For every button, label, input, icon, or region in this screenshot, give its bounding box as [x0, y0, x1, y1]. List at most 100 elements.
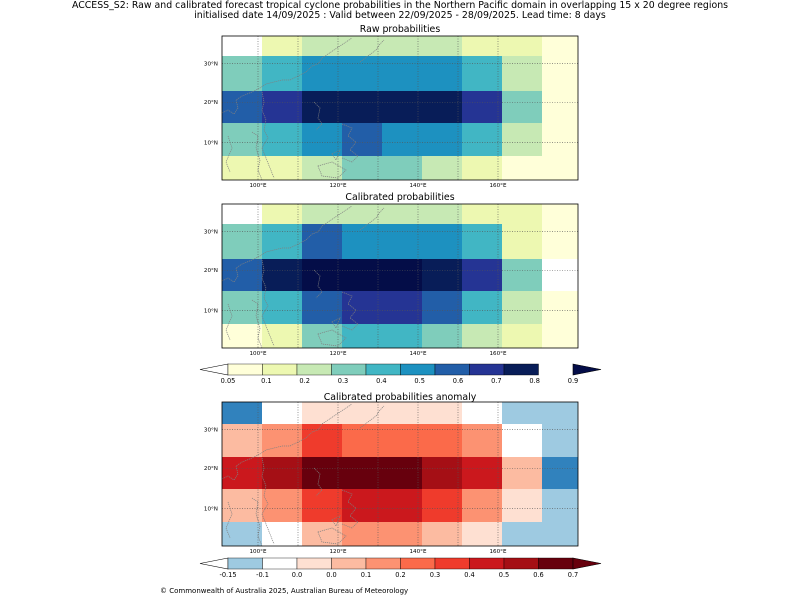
heat-cell: [502, 224, 542, 259]
heat-cell: [422, 259, 462, 291]
coastline: [221, 37, 385, 181]
heat-cell: [262, 204, 302, 224]
heat-cell: [382, 424, 422, 457]
coastline: [221, 205, 385, 349]
heat-cell: [382, 259, 422, 291]
heat-cell: [342, 324, 382, 348]
colorbar-prob-segment: [503, 363, 539, 376]
heat-cell: [382, 36, 422, 56]
heat-cell: [422, 402, 462, 424]
colorbar-anom-extend-high: [572, 557, 602, 570]
colorbar-prob-tick-label: 0.3: [338, 377, 349, 385]
heat-cell: [542, 457, 578, 489]
heat-cell: [342, 424, 382, 457]
heat-cell: [502, 402, 542, 424]
colorbar-prob-segment: [227, 363, 263, 376]
heat-cell: [462, 156, 502, 180]
heat-cell: [222, 156, 262, 180]
heat-cell: [542, 36, 578, 56]
colorbar-anom-segment: [296, 557, 332, 570]
coastline-segment: [331, 515, 341, 527]
heat-cell: [342, 123, 382, 156]
heat-cell: [342, 156, 382, 180]
heat-cell: [462, 56, 502, 91]
heat-cell: [342, 291, 382, 324]
heat-cell: [422, 489, 462, 522]
lon-tick-label: 120°E: [329, 351, 346, 357]
coastline-segment: [341, 291, 359, 331]
heat-cell: [382, 156, 422, 180]
lon-tick-label: 120°E: [329, 549, 346, 555]
heat-cell: [262, 424, 302, 457]
heat-cell: [342, 402, 382, 424]
heat-cell: [222, 424, 262, 457]
heat-cell: [302, 224, 342, 259]
heat-cell: [422, 204, 462, 224]
heat-cell: [542, 91, 578, 123]
heat-cell: [222, 56, 262, 91]
heat-cell: [502, 457, 542, 489]
heat-cell: [302, 457, 342, 489]
heat-cell: [302, 123, 342, 156]
colorbar-prob-segment: [365, 363, 401, 376]
colorbar-prob-segment: [469, 363, 505, 376]
heat-cell: [262, 489, 302, 522]
colorbar-anom-tick-label: 0.0: [292, 571, 303, 579]
colorbar-anom-segment: [331, 557, 367, 570]
heat-cell: [502, 324, 542, 348]
heat-cell: [502, 522, 542, 546]
heat-cell: [502, 424, 542, 457]
coastline-segment: [359, 39, 385, 63]
map-frame: [221, 401, 579, 547]
heat-cell: [462, 324, 502, 348]
colorbar-anom-tick-label: 0.3: [430, 571, 441, 579]
heat-cell: [422, 457, 462, 489]
coastline-segment: [313, 467, 323, 497]
heat-cell: [382, 402, 422, 424]
heat-cell: [342, 224, 382, 259]
heat-cell: [462, 402, 502, 424]
copyright-footer: © Commonwealth of Australia 2025, Austra…: [160, 587, 409, 595]
colorbar-anom-tick-label: 0.0: [326, 571, 337, 579]
heat-cell: [382, 224, 422, 259]
heat-cell: [502, 291, 542, 324]
heat-cell: [302, 402, 342, 424]
coastline-segment: [341, 489, 359, 529]
heat-cell: [342, 204, 382, 224]
heat-cell: [222, 522, 262, 546]
heat-cell: [542, 123, 578, 156]
heat-cell: [302, 56, 342, 91]
colorbar-prob-segment: [262, 363, 298, 376]
heat-cell: [262, 36, 302, 56]
heat-cell: [262, 291, 302, 324]
heat-cell: [302, 424, 342, 457]
lat-tick-label: 30°N: [204, 427, 218, 433]
heat-cell: [462, 522, 502, 546]
colorbar-anom-segment: [538, 557, 574, 570]
heat-cell: [342, 522, 382, 546]
heat-cell: [262, 123, 302, 156]
heat-cell: [422, 291, 462, 324]
colorbar-prob-tick-label: 0.5: [414, 377, 425, 385]
heat-cell: [502, 123, 542, 156]
coastline-segment: [359, 405, 385, 429]
colorbar-anom-tick-label: 0.1: [361, 571, 372, 579]
lon-tick-label: 160°E: [489, 549, 506, 555]
heat-cell: [262, 156, 302, 180]
heat-cell: [262, 224, 302, 259]
heat-cell: [462, 224, 502, 259]
lat-tick-label: 20°N: [204, 100, 218, 106]
heat-cell: [342, 489, 382, 522]
heat-cell: [422, 424, 462, 457]
heat-cell: [382, 291, 422, 324]
heat-cell: [502, 56, 542, 91]
colorbar-prob-tick-label: 0.6: [453, 377, 464, 385]
heat-cell: [422, 56, 462, 91]
heat-cell: [222, 324, 262, 348]
lat-tick-label: 10°N: [204, 141, 218, 147]
heat-cell: [222, 291, 262, 324]
panel-title-anomaly: Calibrated probabilities anomaly: [323, 392, 477, 403]
heat-cell: [422, 224, 462, 259]
coastline-segment: [331, 149, 341, 161]
